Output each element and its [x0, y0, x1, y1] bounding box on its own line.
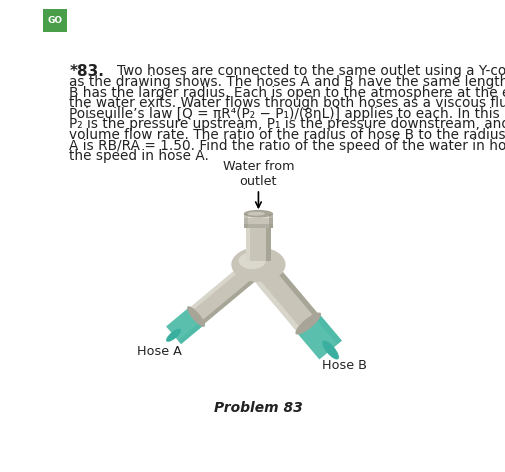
- Polygon shape: [266, 228, 271, 261]
- Polygon shape: [265, 256, 319, 318]
- Polygon shape: [248, 256, 319, 332]
- Polygon shape: [297, 314, 342, 360]
- Ellipse shape: [187, 306, 205, 327]
- Ellipse shape: [322, 341, 339, 360]
- Text: B has the larger radius. Each is open to the atmosphere at the end where: B has the larger radius. Each is open to…: [69, 85, 505, 100]
- Ellipse shape: [231, 247, 285, 282]
- Text: Two hoses are connected to the same outlet using a Y-connector,: Two hoses are connected to the same outl…: [117, 64, 505, 78]
- Text: Poiseuille’s law [Q = πR⁴(P₂ − P₁)/(8ηL)] applies to each. In this law,: Poiseuille’s law [Q = πR⁴(P₂ − P₁)/(8ηL)…: [69, 107, 505, 121]
- Bar: [244, 214, 273, 228]
- Polygon shape: [178, 322, 204, 344]
- Bar: [244, 214, 273, 218]
- Text: as the drawing shows. The hoses A and B have the same length, but hose: as the drawing shows. The hoses A and B …: [69, 75, 505, 89]
- Text: the speed in hose A.: the speed in hose A.: [69, 149, 209, 163]
- Ellipse shape: [239, 252, 266, 269]
- Polygon shape: [248, 270, 301, 332]
- Text: Hose B: Hose B: [322, 359, 367, 372]
- Polygon shape: [166, 308, 204, 344]
- Text: GO: GO: [47, 16, 63, 25]
- FancyBboxPatch shape: [41, 8, 69, 33]
- Text: Water from
outlet: Water from outlet: [223, 160, 294, 187]
- Ellipse shape: [244, 210, 273, 218]
- Bar: [269, 214, 273, 228]
- Text: Problem 83: Problem 83: [214, 402, 303, 415]
- Ellipse shape: [166, 329, 181, 342]
- Polygon shape: [315, 314, 342, 345]
- Polygon shape: [246, 228, 250, 261]
- Text: P₂ is the pressure upstream, P₁ is the pressure downstream, and Q is the: P₂ is the pressure upstream, P₁ is the p…: [69, 118, 505, 132]
- Polygon shape: [189, 256, 254, 311]
- Polygon shape: [200, 270, 266, 325]
- Text: the water exits. Water flows through both hoses as a viscous fluid, and: the water exits. Water flows through bot…: [69, 96, 505, 110]
- Text: *83.: *83.: [69, 64, 104, 79]
- Polygon shape: [189, 256, 266, 325]
- Bar: [244, 224, 273, 228]
- Text: A is RB/RA = 1.50. Find the ratio of the speed of the water in hose B to: A is RB/RA = 1.50. Find the ratio of the…: [69, 139, 505, 153]
- Text: volume flow rate. The ratio of the radius of hose B to the radius of hose: volume flow rate. The ratio of the radiu…: [69, 128, 505, 142]
- Bar: [244, 214, 247, 228]
- Text: Hose A: Hose A: [137, 345, 182, 358]
- Ellipse shape: [247, 212, 265, 216]
- Ellipse shape: [295, 312, 321, 335]
- Polygon shape: [246, 228, 271, 261]
